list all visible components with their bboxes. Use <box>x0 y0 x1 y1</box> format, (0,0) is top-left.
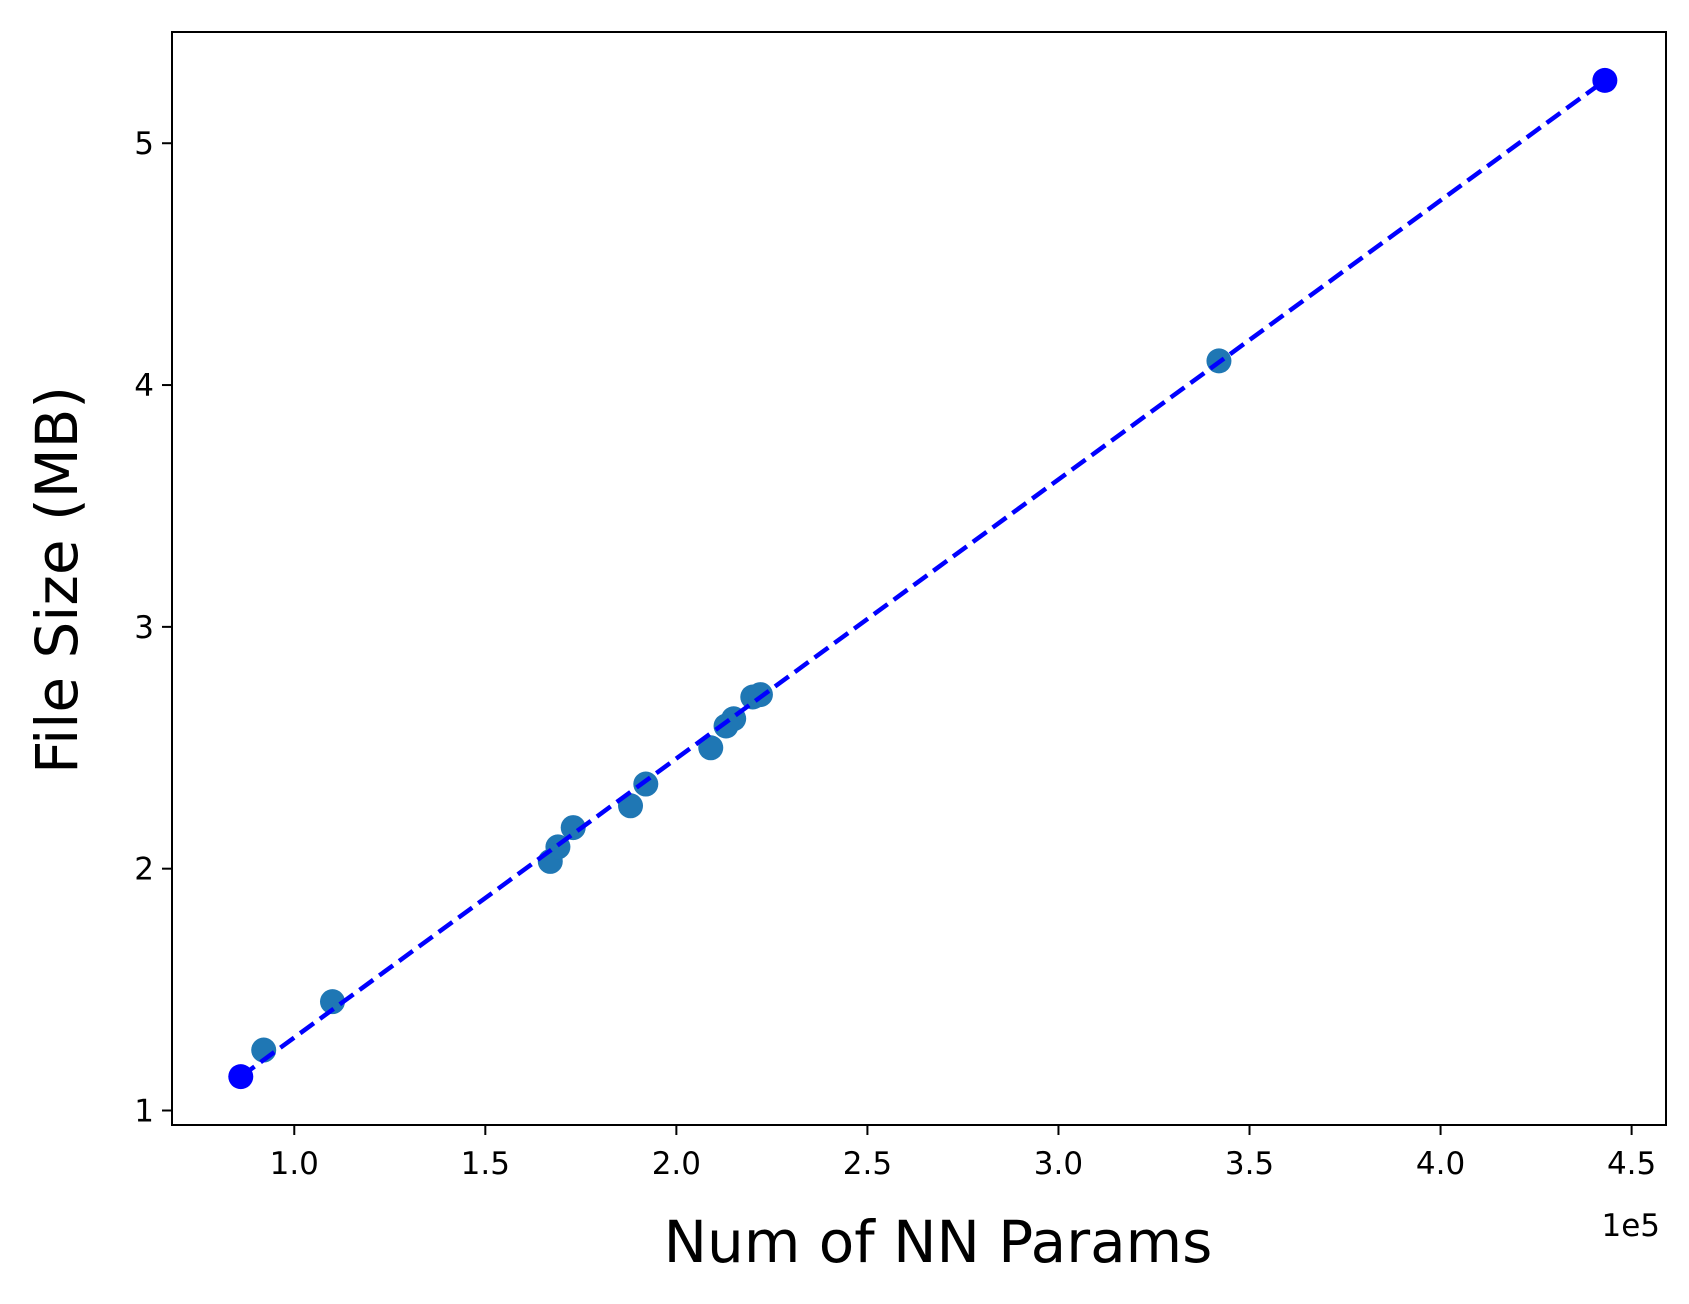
series-0-point-7 <box>698 735 724 761</box>
series-1-fit-line <box>239 78 1607 1079</box>
x-tick-label: 3.5 <box>1225 1146 1274 1182</box>
plot-area <box>228 67 1618 1090</box>
x-tick-label: 4.0 <box>1416 1146 1465 1182</box>
series-2-point-0 <box>228 1064 254 1090</box>
series-0-point-4 <box>560 815 586 841</box>
y-tick-label: 5 <box>134 126 154 162</box>
x-tick-label: 2.0 <box>652 1146 701 1182</box>
plot-frame <box>171 31 1667 1126</box>
y-tick-label: 3 <box>134 610 154 646</box>
y-tick-label: 1 <box>134 1093 154 1129</box>
y-tick-label: 4 <box>134 368 154 404</box>
series-0-point-6 <box>633 771 659 797</box>
x-axis-offset-label: 1e5 <box>1601 1208 1660 1244</box>
y-axis-label: File Size (MB) <box>23 386 91 774</box>
x-axis-label: Num of NN Params <box>664 1208 1213 1276</box>
series-0-point-1 <box>319 989 345 1015</box>
x-tick-label: 3.0 <box>1034 1146 1083 1182</box>
series-0-point-5 <box>618 793 644 819</box>
axes: 1.0 1.5 2.0 2.5 3.0 3.5 4.0 4.5 1 2 3 4 5 <box>134 31 1667 1182</box>
y-tick-label: 2 <box>134 852 154 888</box>
x-tick-label: 1.0 <box>270 1146 319 1182</box>
x-tick-label: 2.5 <box>843 1146 892 1182</box>
x-tick-label: 4.5 <box>1607 1146 1656 1182</box>
series-2-point-1 <box>1592 67 1618 93</box>
x-tick-label: 1.5 <box>461 1146 510 1182</box>
